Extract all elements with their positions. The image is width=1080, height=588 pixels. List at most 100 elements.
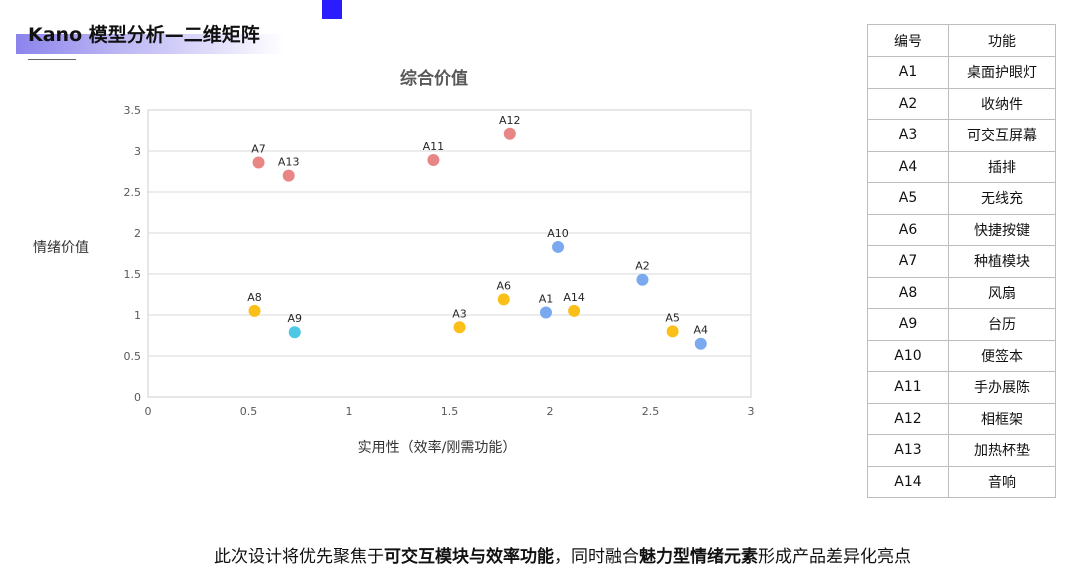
- data-label: A7: [251, 142, 266, 155]
- x-tick-labels: 0 0.5 1 1.5 2 2.5 3: [145, 405, 755, 418]
- legend-id: A4: [867, 150, 949, 183]
- data-label: A1: [539, 293, 554, 306]
- y-tick-label: 3: [134, 145, 141, 158]
- legend-row: A8 风扇: [867, 276, 1056, 309]
- legend-row: A4 插排: [867, 150, 1056, 183]
- legend-function: 风扇: [948, 276, 1056, 309]
- x-tick-label: 1: [346, 405, 353, 418]
- data-label: A13: [278, 156, 300, 169]
- gridlines: [148, 150, 751, 357]
- conclusion-text: 此次设计将优先聚焦于可交互模块与效率功能，同时融合魅力型情绪元素形成产品差异化亮…: [0, 542, 1080, 567]
- slide-title: Kano 模型分析—二维矩阵: [28, 24, 260, 46]
- legend-id: A14: [867, 465, 949, 498]
- y-tick-label: 1.5: [124, 268, 142, 281]
- legend-function: 快捷按键: [948, 213, 1056, 246]
- legend-row: A1 桌面护眼灯: [867, 56, 1056, 89]
- data-point: [252, 156, 265, 169]
- data-point: [636, 273, 649, 286]
- data-label: A2: [635, 260, 650, 273]
- legend-row: A13 加热杯垫: [867, 434, 1056, 467]
- data-point: [427, 154, 440, 167]
- y-tick-label: 0.5: [124, 350, 142, 363]
- y-tick-label: 0: [134, 391, 141, 404]
- data-label: A14: [563, 291, 585, 304]
- scatter-chart: 0 0.5 1 1.5 2 2.5 3 3.5 0 0.5 1 1.5 2 2.5 3 A1 A2 A3 A4 A…: [33, 68, 755, 456]
- data-label: A12: [499, 114, 521, 127]
- data-label: A6: [497, 279, 512, 292]
- legend-id: A1: [867, 56, 949, 89]
- legend-row: A14 音响: [867, 465, 1056, 498]
- x-axis-title: 实用性（效率/刚需功能）: [358, 439, 517, 456]
- data-label: A3: [452, 307, 467, 320]
- data-point: [568, 304, 581, 317]
- legend-function: 无线充: [948, 182, 1056, 215]
- x-tick-label: 0: [145, 405, 152, 418]
- data-point: [503, 127, 516, 140]
- legend-function: 台历: [948, 308, 1056, 341]
- title-underline: [28, 59, 76, 60]
- legend-function: 加热杯垫: [948, 434, 1056, 467]
- data-label: A8: [247, 291, 262, 304]
- feature-legend-table: 编号 功能 A1 桌面护眼灯 A2 收纳件 A3 可交互屏幕 A4 插排 A5 无线充 A…: [867, 24, 1056, 498]
- legend-function: 种植模块: [948, 245, 1056, 278]
- x-tick-label: 3: [748, 405, 755, 418]
- chart-title: 综合价值: [400, 68, 468, 89]
- data-point: [248, 304, 261, 317]
- plot-area: [147, 109, 752, 398]
- data-point: [497, 293, 510, 306]
- legend-id: A9: [867, 308, 949, 341]
- x-tick-label: 2: [547, 405, 554, 418]
- legend-function: 相框架: [948, 402, 1056, 435]
- data-label: A10: [547, 227, 569, 240]
- legend-row: A11 手办展陈: [867, 371, 1056, 404]
- data-point: [539, 306, 552, 319]
- y-tick-label: 3.5: [124, 104, 142, 117]
- conclusion-part: 此次设计将优先聚焦于: [214, 547, 384, 567]
- legend-function: 插排: [948, 150, 1056, 183]
- legend-function: 音响: [948, 465, 1056, 498]
- data-point: [453, 321, 466, 334]
- legend-id: A8: [867, 276, 949, 309]
- y-tick-label: 2: [134, 227, 141, 240]
- accent-square: [322, 0, 342, 19]
- legend-function: 收纳件: [948, 87, 1056, 120]
- legend-function: 桌面护眼灯: [948, 56, 1056, 89]
- conclusion-emphasis: 魅力型情绪元素: [639, 547, 758, 567]
- data-label: A4: [693, 324, 708, 337]
- data-point: [552, 240, 565, 253]
- legend-id: A6: [867, 213, 949, 246]
- legend-id: A5: [867, 182, 949, 215]
- legend-id: A13: [867, 434, 949, 467]
- legend-row: A9 台历: [867, 308, 1056, 341]
- legend-id: A12: [867, 402, 949, 435]
- legend-header-function: 功能: [948, 24, 1056, 57]
- conclusion-part: ，同时融合: [554, 547, 639, 567]
- legend-function: 手办展陈: [948, 371, 1056, 404]
- y-axis-title: 情绪价值: [33, 240, 89, 256]
- legend-function: 可交互屏幕: [948, 119, 1056, 152]
- data-point: [282, 169, 295, 182]
- y-tick-label: 2.5: [124, 186, 142, 199]
- legend-row: A2 收纳件: [867, 87, 1056, 120]
- legend-id: A11: [867, 371, 949, 404]
- y-tick-labels: 0 0.5 1 1.5 2 2.5 3 3.5: [124, 104, 142, 404]
- conclusion-emphasis: 可交互模块与效率功能: [384, 547, 554, 567]
- legend-row: A5 无线充: [867, 182, 1056, 215]
- legend-row: A12 相框架: [867, 402, 1056, 435]
- legend-row: A6 快捷按键: [867, 213, 1056, 246]
- y-tick-label: 1: [134, 309, 141, 322]
- legend-header-row: 编号 功能: [867, 24, 1056, 57]
- legend-header-id: 编号: [867, 24, 949, 57]
- x-tick-label: 0.5: [240, 405, 258, 418]
- data-label: A11: [423, 140, 445, 153]
- legend-row: A3 可交互屏幕: [867, 119, 1056, 152]
- data-label: A9: [287, 312, 302, 325]
- data-point: [666, 325, 679, 338]
- legend-id: A3: [867, 119, 949, 152]
- legend-function: 便签本: [948, 339, 1056, 372]
- conclusion-part: 形成产品差异化亮点: [758, 547, 911, 567]
- title-highlight-band: [16, 34, 284, 54]
- data-point: [694, 337, 707, 350]
- data-point: [288, 326, 301, 339]
- legend-row: A7 种植模块: [867, 245, 1056, 278]
